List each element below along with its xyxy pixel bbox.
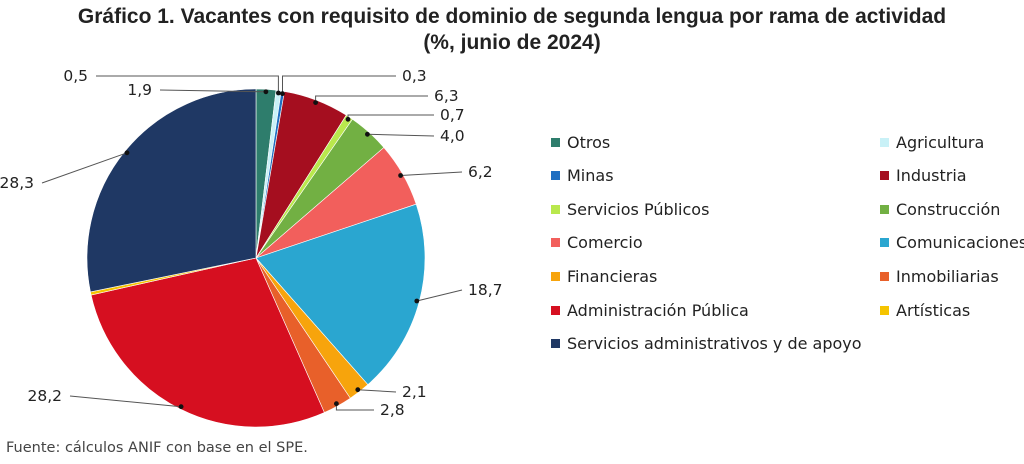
leader-dot — [414, 298, 420, 304]
legend-item: Inmobiliarias — [880, 266, 999, 286]
leader-dot — [276, 90, 281, 96]
leader-dot — [345, 116, 351, 122]
legend-item: Agricultura — [880, 132, 984, 152]
legend-label: Administración Pública — [567, 300, 749, 320]
legend-label: Servicios Públicos — [567, 199, 710, 219]
legend-label: Minas — [567, 166, 614, 186]
legend-swatch — [880, 238, 889, 248]
leader-dot — [398, 173, 403, 178]
leader-line — [159, 89, 266, 93]
legend-item: Otros — [551, 132, 610, 152]
data-label: 1,9 — [127, 81, 152, 99]
data-label: 18,7 — [468, 281, 503, 299]
leader-dot — [365, 131, 370, 137]
leader-dot — [355, 387, 361, 393]
legend-item: Comercio — [551, 233, 643, 253]
legend-item: Administración Pública — [551, 300, 749, 320]
leader-dot — [313, 100, 318, 105]
legend-item: Minas — [551, 166, 614, 186]
pie-slice-servicios-administrativos-y-de-apoyo — [86, 88, 257, 293]
data-label: 0,3 — [402, 67, 427, 85]
chart-title-line-2: (%, junio de 2024) — [423, 31, 601, 54]
data-label: 0,7 — [440, 106, 465, 124]
chart-title: Gráfico 1. Vacantes con requisito de dom… — [0, 4, 1024, 56]
leader-line — [282, 75, 396, 94]
legend-swatch — [551, 271, 560, 281]
legend-swatch — [880, 305, 889, 315]
leader-dot — [124, 150, 130, 156]
legend-label: Servicios administrativos y de apoyo — [567, 334, 862, 354]
legend-item: Servicios administrativos y de apoyo — [551, 334, 862, 354]
leader-line — [69, 395, 182, 408]
leader-dot — [280, 91, 285, 97]
legend-item: Industria — [880, 166, 967, 186]
data-label: 28,3 — [0, 174, 34, 192]
legend-item: Construcción — [880, 199, 1000, 219]
legend-label: Comercio — [567, 233, 643, 253]
legend-label: Artísticas — [896, 300, 971, 320]
legend-swatch — [551, 204, 560, 214]
legend-swatch — [880, 137, 889, 147]
legend-item: Comunicaciones — [880, 233, 1024, 253]
leader-dot — [263, 89, 269, 95]
data-label: 28,2 — [27, 387, 62, 405]
legend-item: Financieras — [551, 266, 657, 286]
legend-item: Servicios Públicos — [551, 199, 709, 219]
data-label: 2,8 — [380, 401, 405, 419]
legend-label: Construcción — [896, 199, 1001, 219]
legend-label: Agricultura — [896, 132, 985, 152]
data-label: 6,2 — [468, 163, 493, 181]
chart-title-line-1: Gráfico 1. Vacantes con requisito de dom… — [77, 5, 947, 28]
leader-line — [315, 95, 428, 103]
leader-line — [41, 152, 128, 184]
data-label: 2,1 — [402, 383, 427, 401]
legend-swatch — [880, 271, 889, 281]
legend-label: Comunicaciones — [896, 233, 1024, 253]
legend-swatch — [551, 305, 560, 315]
leader-line — [416, 289, 463, 302]
leader-dot — [334, 401, 339, 407]
legend-swatch — [551, 339, 560, 349]
source-note: Fuente: cálculos ANIF con base en el SPE… — [6, 440, 308, 456]
legend-label: Industria — [896, 166, 967, 186]
legend-swatch — [880, 171, 889, 181]
leader-line — [96, 75, 279, 93]
legend-swatch — [551, 137, 560, 147]
pie-slice-comunicaciones — [255, 203, 426, 386]
leader-line — [367, 133, 435, 137]
leader-dot — [178, 404, 184, 410]
data-label: 0,5 — [63, 67, 88, 85]
legend-swatch — [880, 204, 889, 214]
leader-line — [335, 403, 374, 411]
pie-slice-administración-pública — [90, 257, 325, 428]
legend-swatch — [551, 171, 560, 181]
legend-label: Otros — [567, 132, 611, 152]
leader-line — [347, 114, 434, 120]
legend-swatch — [551, 238, 560, 248]
legend-label: Inmobiliarias — [896, 266, 999, 286]
leader-line — [357, 389, 397, 393]
data-label: 6,3 — [434, 87, 459, 105]
leader-line — [400, 171, 463, 176]
legend-item: Artísticas — [880, 300, 970, 320]
data-label: 4,0 — [440, 127, 465, 145]
legend-label: Financieras — [567, 266, 658, 286]
